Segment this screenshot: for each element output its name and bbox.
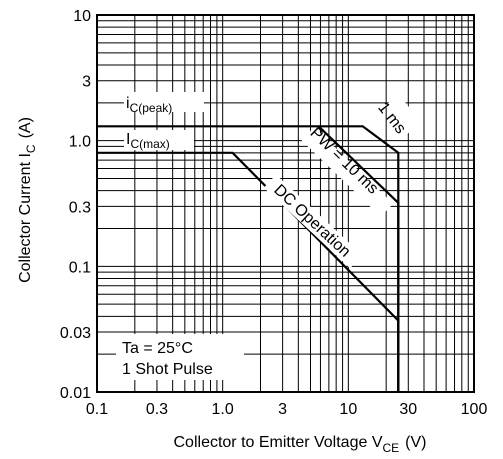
plot-area-frame — [96, 14, 475, 393]
x-tick-label: 3 — [278, 401, 287, 418]
condition-pulse: 1 Shot Pulse — [122, 361, 213, 378]
series-line-2 — [97, 151, 400, 392]
x-tick-label: 0.1 — [86, 401, 108, 418]
y-tick-label: 0.3 — [69, 199, 91, 216]
y-tick-label: 10 — [73, 8, 91, 25]
y-tick-label: 0.03 — [60, 325, 91, 342]
annotation-ic-peak-sub: C(peak) — [130, 101, 173, 115]
annotation-ic-max: IC(max) — [124, 130, 194, 151]
x-axis-label: Collector to Emitter Voltage VCE (V) — [174, 434, 427, 455]
y-axis-label: Collector Current IC(A) — [17, 117, 38, 283]
x-tick-label: 30 — [399, 401, 417, 418]
y-axis-tick-labels: 0.01 0.03 0.1 0.3 1.0 3 10 — [60, 8, 91, 402]
series-lines — [97, 125, 400, 392]
y-tick-label: 0.1 — [69, 259, 91, 276]
annotation-ic-peak-main: i — [126, 95, 130, 112]
x-tick-label: 0.3 — [146, 401, 168, 418]
x-axis-tick-labels: 0.1 0.3 1.0 3 10 30 100 — [86, 401, 488, 418]
annotation-ic-peak: iC(peak) — [124, 92, 204, 115]
y-tick-label: 3 — [82, 74, 91, 91]
x-tick-label: 1.0 — [212, 401, 234, 418]
conditions-box: Ta = 25°C 1 Shot Pulse — [116, 334, 244, 380]
condition-temperature: Ta = 25°C — [122, 340, 193, 357]
annotation-ic-max-sub: C(max) — [130, 137, 169, 151]
annotation-ic-max-main: I — [126, 131, 130, 148]
svg-text:IC(max): IC(max) — [126, 131, 170, 151]
y-tick-label: 0.01 — [60, 385, 91, 402]
x-tick-label: 100 — [461, 401, 488, 418]
grid-lines — [97, 15, 474, 392]
y-tick-label: 1.0 — [69, 134, 91, 151]
svg-text:iC(peak): iC(peak) — [126, 95, 172, 115]
x-tick-label: 10 — [339, 401, 357, 418]
